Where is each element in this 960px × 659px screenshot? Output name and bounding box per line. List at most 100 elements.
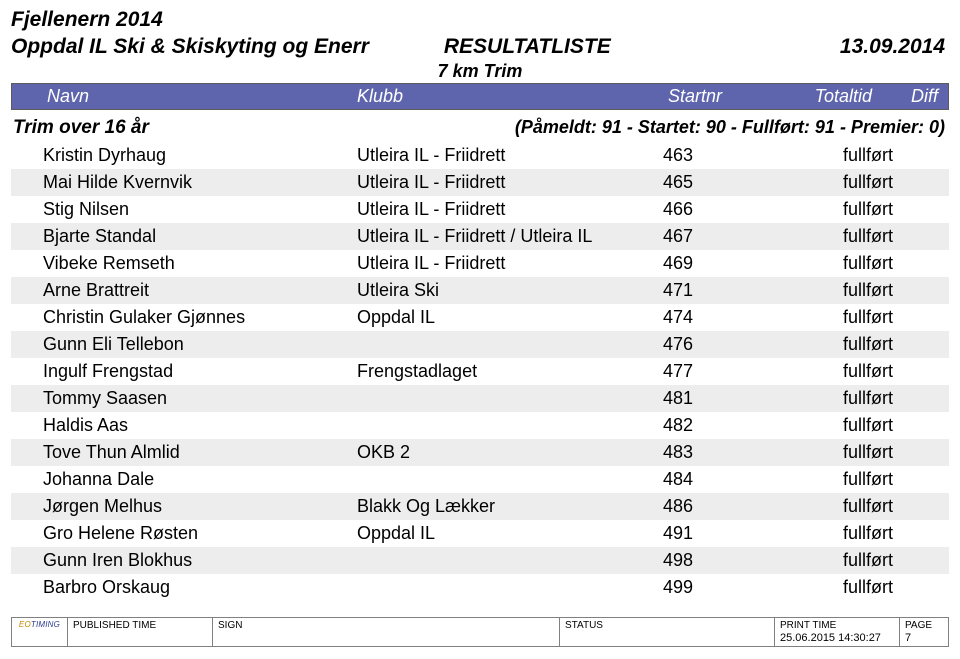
- result-row: Vibeke RemsethUtleira IL - Friidrett469f…: [11, 250, 949, 277]
- row-startnr: 474: [629, 307, 693, 328]
- header-startnr: Startnr: [632, 86, 732, 107]
- event-name: Fjellenern 2014: [11, 8, 949, 32]
- row-status: fullført: [693, 334, 893, 355]
- category-name: Trim over 16 år: [13, 117, 149, 139]
- result-row: Gunn Iren Blokhus 498fullført: [11, 547, 949, 574]
- row-name: Bjarte Standal: [43, 226, 357, 247]
- row-startnr: 463: [629, 145, 693, 166]
- page-container: Fjellenern 2014 Oppdal IL Ski & Skiskyti…: [0, 0, 960, 659]
- results-body: Kristin DyrhaugUtleira IL - Friidrett463…: [11, 142, 949, 601]
- result-row: Jørgen MelhusBlakk Og Lækker486fullført: [11, 493, 949, 520]
- row-club: [357, 550, 629, 571]
- row-club: OKB 2: [357, 442, 629, 463]
- row-startnr: 467: [629, 226, 693, 247]
- sign-label: SIGN: [218, 620, 554, 631]
- table-header: Navn Klubb Startnr Totaltid Diff: [11, 83, 949, 110]
- stats-premier: 0: [929, 117, 939, 137]
- row-club: Utleira IL - Friidrett / Utleira IL: [357, 226, 629, 247]
- footer-logo: EOTIMING: [12, 618, 68, 646]
- result-row: Haldis Aas482fullført: [11, 412, 949, 439]
- row-club: Utleira Ski: [357, 280, 629, 301]
- row-status: fullført: [693, 577, 893, 598]
- result-row: Bjarte StandalUtleira IL - Friidrett / U…: [11, 223, 949, 250]
- result-row: Mai Hilde KvernvikUtleira IL - Friidrett…: [11, 169, 949, 196]
- result-row: Arne BrattreitUtleira Ski471fullført: [11, 277, 949, 304]
- title-block: Fjellenern 2014 Oppdal IL Ski & Skiskyti…: [11, 8, 949, 59]
- row-startnr: 499: [629, 577, 693, 598]
- row-status: fullført: [693, 253, 893, 274]
- row-club: Utleira IL - Friidrett: [357, 253, 629, 274]
- row-startnr: 466: [629, 199, 693, 220]
- page-value: 7: [905, 632, 943, 644]
- row-club: [357, 334, 629, 355]
- row-name: Gunn Iren Blokhus: [43, 550, 357, 571]
- row-status: fullført: [693, 172, 893, 193]
- header-navn: Navn: [47, 86, 357, 107]
- row-name: Arne Brattreit: [43, 280, 357, 301]
- row-name: Haldis Aas: [43, 415, 357, 436]
- stats-prefix: (Påmeldt:: [515, 117, 602, 137]
- print-label: PRINT TIME: [780, 620, 894, 631]
- result-row: Ingulf FrengstadFrengstadlaget477fullfør…: [11, 358, 949, 385]
- row-club: [357, 577, 629, 598]
- row-name: Jørgen Melhus: [43, 496, 357, 517]
- stats-sep1: - Startet:: [622, 117, 706, 137]
- category-stats: (Påmeldt: 91 - Startet: 90 - Fullført: 9…: [515, 117, 949, 138]
- row-club: Oppdal IL: [357, 523, 629, 544]
- row-status: fullført: [693, 361, 893, 382]
- row-name: Ingulf Frengstad: [43, 361, 357, 382]
- row-status: fullført: [693, 523, 893, 544]
- row-status: fullført: [693, 145, 893, 166]
- row-club: [357, 469, 629, 490]
- stats-suffix: ): [939, 117, 945, 137]
- row-club: [357, 388, 629, 409]
- result-row: Johanna Dale484fullført: [11, 466, 949, 493]
- footer-print: PRINT TIME 25.06.2015 14:30:27: [775, 618, 900, 646]
- row-status: fullført: [693, 415, 893, 436]
- footer-published: PUBLISHED TIME: [68, 618, 213, 646]
- row-startnr: 476: [629, 334, 693, 355]
- row-startnr: 465: [629, 172, 693, 193]
- stats-startet: 90: [706, 117, 726, 137]
- result-row: Stig NilsenUtleira IL - Friidrett466full…: [11, 196, 949, 223]
- row-status: fullført: [693, 307, 893, 328]
- row-club: Frengstadlaget: [357, 361, 629, 382]
- result-row: Kristin DyrhaugUtleira IL - Friidrett463…: [11, 142, 949, 169]
- result-row: Gro Helene RøstenOppdal IL491fullført: [11, 520, 949, 547]
- organizer-line: Oppdal IL Ski & Skiskyting og Enerr RESU…: [11, 35, 949, 59]
- result-row: Gunn Eli Tellebon476fullført: [11, 331, 949, 358]
- row-name: Tove Thun Almlid: [43, 442, 357, 463]
- category-line: Trim over 16 år (Påmeldt: 91 - Startet: …: [11, 117, 949, 139]
- row-startnr: 491: [629, 523, 693, 544]
- row-status: fullført: [693, 550, 893, 571]
- result-title: RESULTATLISTE: [444, 35, 611, 59]
- stats-fullfort: 91: [815, 117, 835, 137]
- row-startnr: 469: [629, 253, 693, 274]
- row-startnr: 471: [629, 280, 693, 301]
- result-row: Tove Thun AlmlidOKB 2483fullført: [11, 439, 949, 466]
- row-status: fullført: [693, 442, 893, 463]
- result-row: Christin Gulaker GjønnesOppdal IL474full…: [11, 304, 949, 331]
- row-status: fullført: [693, 280, 893, 301]
- footer-box: EOTIMING PUBLISHED TIME SIGN STATUS PRIN…: [11, 617, 949, 647]
- row-startnr: 477: [629, 361, 693, 382]
- row-name: Johanna Dale: [43, 469, 357, 490]
- stats-sep3: - Premier:: [835, 117, 929, 137]
- row-name: Mai Hilde Kvernvik: [43, 172, 357, 193]
- row-name: Vibeke Remseth: [43, 253, 357, 274]
- row-status: fullført: [693, 469, 893, 490]
- footer-status: STATUS: [560, 618, 775, 646]
- row-name: Gro Helene Røsten: [43, 523, 357, 544]
- result-row: Tommy Saasen481fullført: [11, 385, 949, 412]
- header-klubb: Klubb: [357, 86, 632, 107]
- footer-page: PAGE 7: [900, 618, 948, 646]
- row-name: Barbro Orskaug: [43, 577, 357, 598]
- row-status: fullført: [693, 226, 893, 247]
- row-name: Tommy Saasen: [43, 388, 357, 409]
- result-row: Barbro Orskaug 499fullført: [11, 574, 949, 601]
- row-name: Stig Nilsen: [43, 199, 357, 220]
- footer-sign: SIGN: [213, 618, 560, 646]
- row-startnr: 498: [629, 550, 693, 571]
- row-name: Christin Gulaker Gjønnes: [43, 307, 357, 328]
- row-club: Oppdal IL: [357, 307, 629, 328]
